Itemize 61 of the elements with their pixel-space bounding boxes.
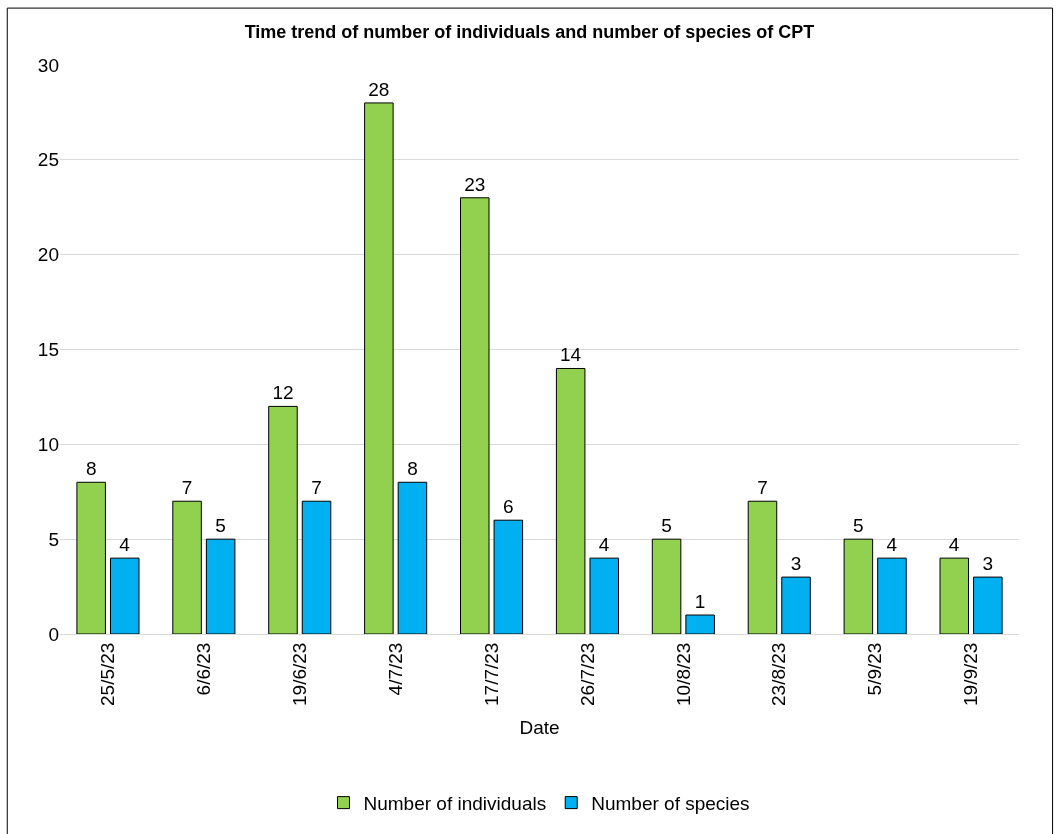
x-axis-title: Date [519,716,560,738]
bar [939,557,970,634]
chart-title: Time trend of number of individuals and number of species of CPT [244,21,815,42]
bar [205,538,236,634]
x-tick-label: 26/7/23 [576,642,598,707]
bar [747,500,778,634]
data-label: 28 [368,78,390,100]
bar [843,538,874,634]
data-label: 14 [559,344,582,366]
data-label: 7 [311,477,322,499]
y-tick-label: 20 [37,244,59,266]
bar [651,538,682,634]
bar [397,481,428,634]
bar [364,102,394,634]
x-tick-label: 19/6/23 [288,642,310,707]
bar [460,197,490,634]
x-tick-label: 17/7/23 [480,642,502,707]
data-label: 6 [503,496,514,518]
x-tick-label: 25/5/23 [97,642,119,707]
data-label: 3 [982,553,994,575]
data-label: 4 [886,534,898,556]
bar [493,519,524,634]
bar [877,557,907,634]
y-tick-label: 10 [37,433,59,455]
data-label: 8 [407,458,418,480]
data-label: 7 [181,477,193,499]
data-label: 12 [272,382,294,404]
data-label: 3 [790,553,802,575]
bar [172,500,202,634]
y-tick-label: 30 [37,54,59,76]
data-label: 4 [948,534,960,556]
data-label: 7 [757,477,768,499]
data-label: 8 [85,458,97,480]
data-label: 5 [215,515,226,537]
bar [589,557,619,634]
data-label: 1 [694,591,706,613]
y-tick-label: 5 [48,528,59,550]
legend-label: Number of species [591,793,750,815]
bar [301,500,332,634]
data-label: 23 [464,173,486,195]
x-tick-label: 6/6/23 [193,642,215,696]
bar [973,576,1003,634]
x-tick-label: 10/8/23 [672,642,694,707]
bar [268,405,298,634]
data-label: 5 [853,515,864,537]
x-tick-label: 5/9/23 [864,642,886,696]
bar [109,557,140,634]
legend-label: Number of individuals [363,793,547,815]
x-tick-label: 19/9/23 [960,642,982,707]
x-tick-label: 4/7/23 [384,642,406,696]
data-label: 4 [119,534,131,556]
y-tick-label: 0 [48,623,59,645]
data-label: 5 [661,515,672,537]
bar [76,481,106,634]
x-tick-label: 23/8/23 [768,642,790,707]
y-tick-label: 25 [37,149,59,171]
data-label: 4 [598,534,610,556]
y-tick-label: 15 [37,339,59,361]
bar [555,367,586,634]
bar [781,576,811,634]
bar [685,614,715,634]
